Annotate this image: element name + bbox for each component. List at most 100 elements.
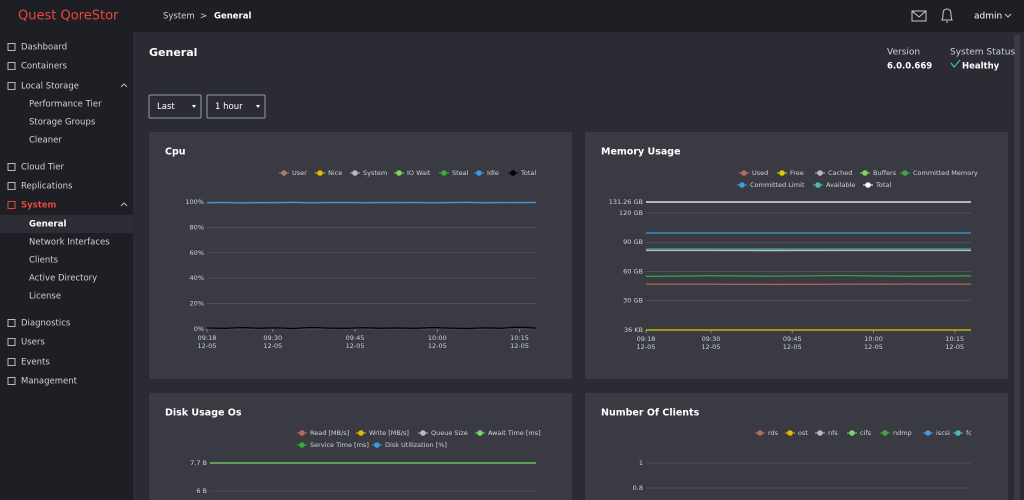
y-tick-label: 131.26 GB	[609, 198, 643, 206]
legend-swatch	[882, 430, 888, 436]
nav-item[interactable]: Cleaner	[29, 136, 62, 146]
version-label: Version	[887, 48, 920, 58]
y-tick-label: 60%	[190, 249, 204, 257]
nav-item[interactable]: Cloud Tier	[21, 163, 65, 173]
x-tick-time: 09:18	[637, 335, 656, 343]
nav-item[interactable]: Management	[21, 377, 78, 387]
y-tick-label: 20%	[190, 300, 204, 308]
legend-label: Nice	[328, 169, 342, 177]
nav-item[interactable]: Users	[21, 338, 45, 348]
y-tick-label: 30 GB	[623, 297, 643, 305]
x-tick-date: 12-05	[428, 342, 447, 350]
user-name[interactable]: admin	[974, 12, 1002, 22]
user-chevron[interactable]	[1004, 13, 1012, 18]
x-tick-date: 12-05	[864, 343, 883, 351]
x-tick-time: 10:15	[510, 334, 529, 342]
bell-body	[941, 8, 953, 21]
nav-item[interactable]: Diagnostics	[21, 319, 71, 329]
legend-swatch	[358, 430, 364, 436]
y-tick-label: 90 GB	[623, 238, 643, 246]
page-title: General	[149, 46, 197, 59]
legend-label: iscsi	[936, 429, 950, 437]
legend-label: Free	[790, 169, 804, 177]
nav-icon	[7, 319, 16, 327]
panel	[585, 393, 1008, 500]
chart-panel: Memory Usage 36 KB 30 GB 60 GB 90 GB 120 GB 13…	[585, 132, 1008, 379]
nav-item[interactable]: Clients	[29, 256, 59, 266]
nav-chevron	[120, 83, 128, 88]
dropdown[interactable]	[206, 94, 266, 119]
legend-label: Total	[520, 169, 536, 177]
series-line	[206, 326, 537, 330]
legend-swatch	[396, 170, 402, 176]
legend-label: Total	[875, 181, 891, 189]
legend-label: nfs	[828, 429, 838, 437]
legend-swatch	[510, 170, 516, 176]
nav-item[interactable]: Storage Groups	[29, 118, 96, 128]
nav-item[interactable]: Local Storage	[21, 82, 79, 92]
nav-item[interactable]: Dashboard	[21, 43, 67, 53]
nav-selected	[0, 215, 133, 233]
y-tick-label: 6 B	[196, 487, 207, 495]
x-tick-time: 09:18	[198, 334, 217, 342]
y-tick-label: 100%	[185, 198, 204, 206]
legend-swatch	[865, 182, 871, 188]
legend-swatch	[281, 170, 287, 176]
nav-icon	[7, 358, 16, 366]
nav-icon	[7, 62, 16, 70]
x-tick-time: 09:30	[702, 335, 721, 343]
x-tick-date: 12-05	[637, 343, 656, 351]
legend-label: Used	[752, 169, 768, 177]
legend-label: Committed Limit	[750, 181, 805, 189]
panel	[149, 393, 572, 500]
panel	[585, 132, 1008, 379]
legend-label: Service Time [ms]	[310, 441, 369, 449]
nav-item[interactable]: Events	[21, 358, 50, 368]
nav-item[interactable]: Active Directory	[29, 274, 97, 284]
legend-label: Cached	[828, 169, 852, 177]
x-tick-time: 10:00	[864, 335, 883, 343]
nav-item[interactable]: Containers	[21, 62, 68, 72]
legend-swatch	[441, 170, 447, 176]
legend-label: Await Time [ms]	[488, 429, 541, 437]
mail-icon-flap	[911, 10, 927, 18]
nav-item[interactable]: Performance Tier	[29, 100, 102, 110]
legend-label: Idle	[487, 169, 499, 177]
nav-item[interactable]: General	[29, 220, 66, 230]
legend-swatch	[317, 170, 323, 176]
nav-item[interactable]: Network Interfaces	[29, 238, 110, 248]
nav-item[interactable]: License	[29, 292, 61, 302]
legend-swatch	[299, 442, 305, 448]
bell-icon[interactable]	[941, 8, 953, 23]
mail-icon[interactable]	[911, 10, 927, 22]
y-tick-label: 36 KB	[624, 326, 643, 334]
y-tick-label: 120 GB	[619, 209, 643, 217]
legend-swatch	[902, 170, 908, 176]
dropdown[interactable]	[148, 94, 202, 119]
legend-swatch	[476, 170, 482, 176]
nav-item[interactable]: System	[21, 201, 57, 211]
breadcrumb-item[interactable]: System	[163, 12, 195, 22]
healthy-check	[950, 59, 961, 69]
legend-swatch	[374, 442, 380, 448]
x-tick-date: 12-05	[945, 343, 964, 351]
nav-icon	[7, 163, 16, 171]
legend-label: fc	[966, 429, 972, 437]
status: Healthy	[962, 62, 1000, 72]
nav-chevron	[120, 202, 128, 207]
legend-swatch	[477, 430, 483, 436]
x-tick-time: 09:30	[263, 334, 282, 342]
x-tick-time: 10:00	[428, 334, 447, 342]
panel	[149, 132, 572, 379]
legend-swatch	[741, 170, 747, 176]
legend-swatch	[849, 430, 855, 436]
panel-title: Number Of Clients	[601, 408, 700, 419]
scrollbar	[1014, 35, 1020, 500]
y-tick-label: 0.8	[633, 484, 643, 492]
legend-swatch	[925, 430, 931, 436]
x-tick-time: 10:15	[945, 335, 964, 343]
legend-label: cifs	[860, 429, 872, 437]
legend-swatch	[420, 430, 426, 436]
nav-item[interactable]: Replications	[21, 182, 73, 192]
